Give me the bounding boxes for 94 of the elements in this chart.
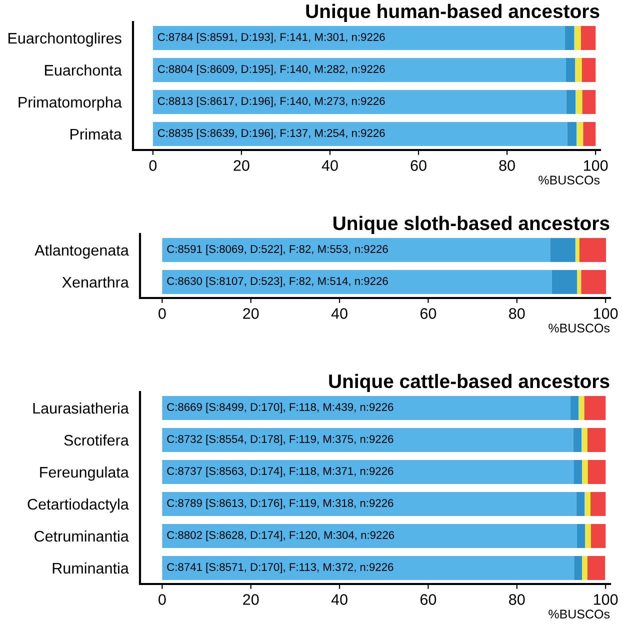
x-tick-label: 40 [322,160,338,171]
bar [578,396,584,420]
bar [152,90,566,114]
y-tick-label: Euarchonta [45,64,122,76]
x-tick-label: 40 [331,308,348,319]
y-tick-label: Laurasiatheria [33,402,129,414]
bar [162,428,574,452]
bar [582,556,588,580]
bar [574,556,582,580]
bar [584,396,606,420]
bar [576,90,582,114]
x-tick-label: 20 [243,594,259,605]
y-tick-label: Scrotifera [64,434,129,446]
data-label: C:8741 [S:8571, D:170], F:113, M:372, n:9226 [167,562,394,574]
bar [152,58,566,82]
y-tick-label: Primata [70,128,122,140]
x-tick-label: 80 [499,160,515,171]
x-tick-label: 100 [594,308,618,319]
bar [588,460,606,484]
bar [581,270,606,294]
bar [576,122,584,146]
bar [575,58,582,82]
bar [566,90,576,114]
x-tick-label: 60 [420,594,436,605]
bar [582,58,596,82]
bar [580,26,596,50]
x-axis-title: %BUSCOs [548,610,610,619]
bar [579,238,606,262]
x-axis-title: %BUSCOs [548,324,610,333]
bar [573,428,582,452]
bar [584,492,590,516]
x-tick-label: 100 [594,594,618,605]
y-tick-label: Euarchontoglires [8,32,122,47]
x-tick-label: 100 [584,160,608,171]
data-label: C:8789 [S:8613, D:176], F:119, M:318, n:9226 [167,498,394,510]
bar [567,122,577,146]
bar [565,26,574,50]
y-tick-label: Ruminantia [52,562,129,574]
bar [552,270,578,294]
x-tick-label: 20 [243,308,259,319]
bar [590,492,606,516]
x-axis-title: %BUSCOs [538,176,600,185]
bar [152,26,566,50]
bar [575,238,580,262]
bar [582,428,588,452]
bar [574,26,581,50]
data-label: C:8784 [S:8591, D:193], F:141, M:301, n:9226 [158,32,385,44]
x-tick-label: 80 [509,308,525,319]
x-tick-label: 20 [234,160,250,171]
chart-title: Unique sloth-based ancestors [334,216,610,234]
x-tick-label: 0 [158,308,166,319]
bar [162,556,574,580]
x-tick-label: 40 [331,594,348,605]
bar [587,428,606,452]
bar [582,90,596,114]
bar [576,492,585,516]
bar [574,460,582,484]
y-tick-label: Cetartiodactyla [28,498,129,513]
bar [577,270,582,294]
bar [583,122,596,146]
bar [582,460,588,484]
chart-title: Unique human-based ancestors [306,4,600,22]
bar [152,122,568,146]
data-label: C:8813 [S:8617, D:196], F:140, M:273, n:9226 [158,96,385,108]
x-tick-label: 0 [149,160,157,171]
bar [570,396,579,420]
data-label: C:8669 [S:8499, D:170], F:118, M:439, n:9226 [167,402,394,414]
data-label: C:8802 [S:8628, D:174], F:120, M:304, n:9226 [167,530,394,542]
bar [162,460,574,484]
data-label: C:8591 [S:8069, D:522], F:82, M:553, n:9226 [167,244,388,256]
bar [576,524,586,548]
y-tick-label: Primatomorpha [18,96,122,111]
bar [590,524,606,548]
bar [587,556,606,580]
chart-title: Unique cattle-based ancestors [329,374,610,392]
x-tick-label: 0 [158,594,166,605]
x-tick-label: 60 [420,308,436,319]
bar [162,396,571,420]
bar [162,524,577,548]
x-tick-label: 80 [509,594,525,605]
bar [550,238,576,262]
data-label: C:8732 [S:8554, D:178], F:119, M:375, n:9226 [167,434,394,446]
data-label: C:8804 [S:8609, D:195], F:140, M:282, n:9226 [158,64,385,76]
y-tick-label: Atlantogenata [34,244,129,259]
x-tick-label: 60 [410,160,426,171]
data-label: C:8737 [S:8563, D:174], F:118, M:371, n:9226 [167,466,394,478]
bar [566,58,576,82]
y-tick-label: Xenarthra [62,276,129,288]
bar [585,524,591,548]
bar [162,492,576,516]
y-tick-label: Cetruminantia [34,530,129,542]
data-label: C:8630 [S:8107, D:523], F:82, M:514, n:9226 [167,276,388,288]
y-tick-label: Fereungulata [40,466,129,481]
data-label: C:8835 [S:8639, D:196], F:137, M:254, n:9226 [158,128,385,140]
